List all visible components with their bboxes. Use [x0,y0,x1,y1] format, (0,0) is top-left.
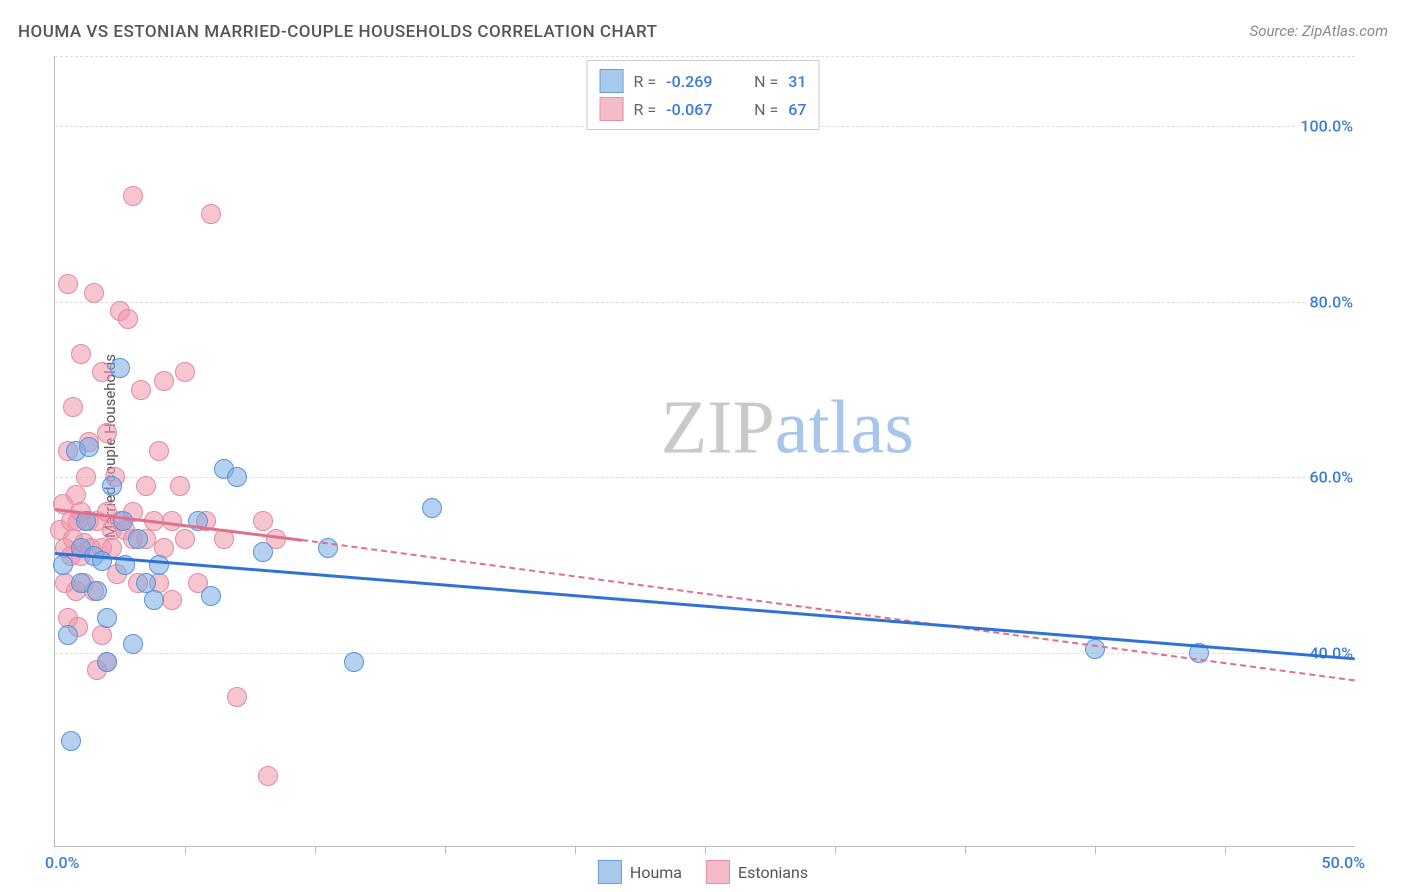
legend-swatch [598,860,622,884]
data-point-houma [53,555,73,575]
data-point-estonians [162,590,182,610]
data-point-estonians [201,204,221,224]
data-point-estonians [63,397,83,417]
data-point-estonians [118,309,138,329]
legend-row: R = -0.269 N = 31 [600,67,807,95]
data-point-estonians [123,186,143,206]
data-point-houma [201,586,221,606]
data-point-houma [344,652,364,672]
data-point-estonians [71,344,91,364]
x-tick [965,846,966,854]
chart-title: HOUMA VS ESTONIAN MARRIED-COUPLE HOUSEHO… [18,22,657,42]
data-point-houma [97,652,117,672]
data-point-houma [1085,639,1105,659]
data-point-estonians [253,511,273,531]
data-point-houma [61,731,81,751]
x-min-label: 0.0% [45,853,79,872]
x-max-label: 50.0% [1321,853,1365,872]
x-tick [185,846,186,854]
data-point-houma [87,581,107,601]
data-point-houma [97,608,117,628]
y-tick-label: 60.0% [1305,468,1357,487]
data-point-houma [144,590,164,610]
data-point-houma [110,358,130,378]
data-point-estonians [58,274,78,294]
x-tick [835,846,836,854]
legend-row: R = -0.067 N = 67 [600,95,807,123]
legend-item: Estonians [706,860,808,884]
data-point-estonians [131,380,151,400]
source-attribution: Source: ZipAtlas.com [1250,22,1388,40]
x-tick [575,846,576,854]
legend-swatch [706,860,730,884]
data-point-houma [149,555,169,575]
data-point-estonians [84,283,104,303]
y-tick-label: 100.0% [1296,117,1357,136]
x-tick [1225,846,1226,854]
correlation-legend: R = -0.269 N = 31R = -0.067 N = 67 [587,60,820,130]
data-point-houma [92,551,112,571]
legend-swatch [600,69,624,93]
y-tick-label: 40.0% [1305,643,1357,662]
data-point-houma [102,476,122,496]
data-point-estonians [258,766,278,786]
data-point-houma [79,437,99,457]
data-point-estonians [175,529,195,549]
trend-line [302,539,1355,681]
data-point-estonians [92,625,112,645]
data-point-houma [58,625,78,645]
legend-swatch [600,97,624,121]
legend-item: Houma [598,860,682,884]
data-point-estonians [227,687,247,707]
x-tick [315,846,316,854]
data-point-estonians [92,362,112,382]
data-point-houma [123,634,143,654]
trend-line [55,552,1355,660]
data-point-houma [128,529,148,549]
data-point-estonians [136,476,156,496]
data-point-houma [422,498,442,518]
gridline [55,302,1355,303]
data-point-houma [253,542,273,562]
data-point-estonians [97,423,117,443]
series-legend: Houma Estonians [598,860,808,884]
data-point-estonians [154,371,174,391]
gridline [55,477,1355,478]
plot-area: 40.0%60.0%80.0%100.0%0.0%50.0% [54,56,1355,847]
data-point-estonians [175,362,195,382]
x-tick [705,846,706,854]
data-point-estonians [76,467,96,487]
data-point-estonians [170,476,190,496]
x-tick [445,846,446,854]
data-point-estonians [149,441,169,461]
y-tick-label: 80.0% [1305,292,1357,311]
x-tick [1095,846,1096,854]
data-point-houma [227,467,247,487]
data-point-houma [113,511,133,531]
